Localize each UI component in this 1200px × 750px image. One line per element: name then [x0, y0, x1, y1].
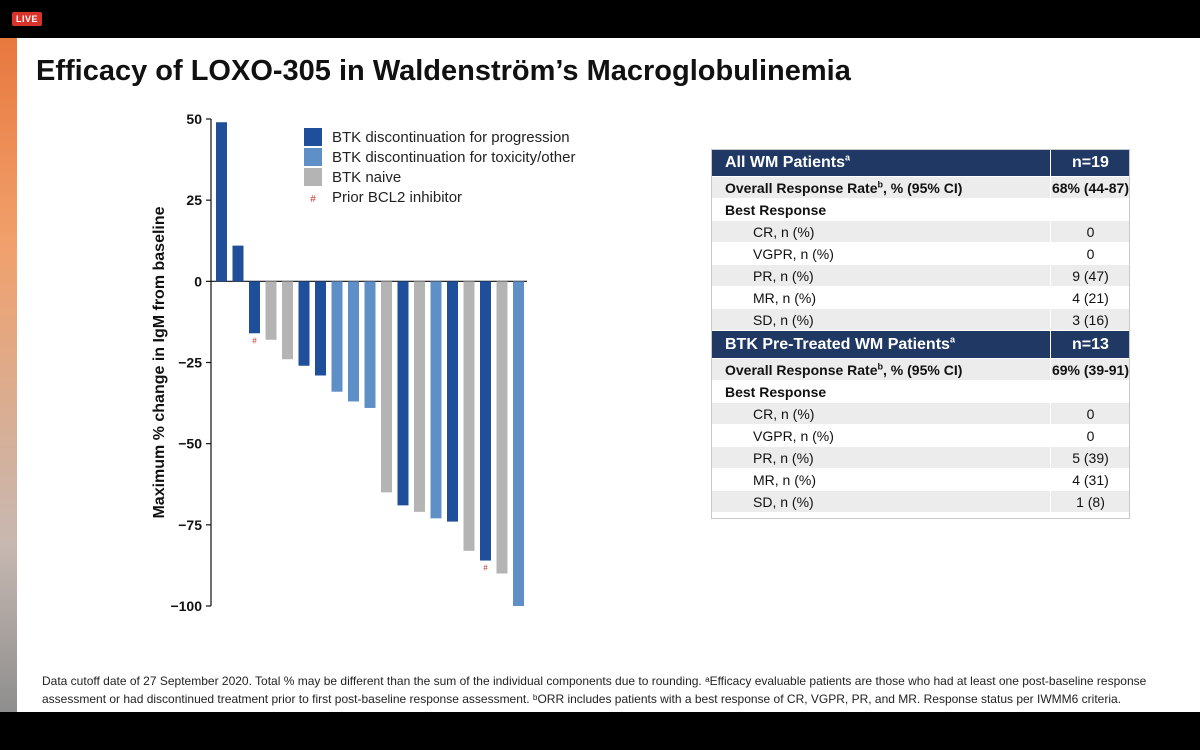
- bar-progression: [397, 281, 409, 506]
- section-n: n=13: [1050, 330, 1130, 359]
- row-label: CR, n (%): [711, 220, 1051, 243]
- y-axis-title: Maximum % change in IgM from baseline: [151, 206, 168, 518]
- row-label: SD, n (%): [711, 308, 1051, 331]
- table-row: VGPR, n (%) 0: [711, 242, 1130, 265]
- best-response-value: [1050, 380, 1130, 403]
- bcl2-marker: #: [483, 564, 488, 573]
- bar-toxicity: [364, 281, 376, 408]
- orr-value: 68% (44-87): [1050, 176, 1130, 199]
- table-row: MR, n (%) 4 (21): [711, 286, 1130, 309]
- bar-toxicity: [331, 281, 343, 392]
- row-label: SD, n (%): [711, 490, 1051, 513]
- row-label: PR, n (%): [711, 264, 1051, 287]
- table-row: VGPR, n (%) 0: [711, 424, 1130, 447]
- section-title-superscript: a: [949, 334, 955, 345]
- orr-value: 69% (39-91): [1050, 358, 1130, 381]
- row-value: 4 (21): [1050, 286, 1130, 309]
- section-n: n=19: [1050, 149, 1130, 177]
- legend-label-progression: BTK discontinuation for progression: [332, 129, 570, 146]
- table-section-header: All WM Patientsa n=19: [711, 149, 1130, 177]
- legend-label-naive: BTK naive: [332, 169, 401, 186]
- row-value: 0: [1050, 242, 1130, 265]
- y-tick-label: −75: [178, 517, 202, 533]
- waterfall-chart: 50 25 0 −25 −50 −75 −100 Maximum % change in Ig…: [151, 113, 575, 614]
- orr-row: Overall Response Rateb, % (95% CI) 69% (3…: [711, 358, 1130, 381]
- live-badge: LIVE: [12, 12, 43, 26]
- row-value: 0: [1050, 402, 1130, 425]
- orr-row: Overall Response Rateb, % (95% CI) 68% (4…: [711, 176, 1130, 199]
- row-value: 0: [1050, 220, 1130, 243]
- best-response-row: Best Response: [711, 198, 1130, 221]
- orr-label: Overall Response Rateb, % (95% CI): [711, 176, 1051, 199]
- orr-label-superscript: b: [877, 178, 884, 189]
- bar-naive: [265, 281, 277, 340]
- y-tick-label: −50: [178, 436, 202, 452]
- row-label: CR, n (%): [711, 402, 1051, 425]
- bar-progression: [447, 281, 458, 522]
- best-response-row: Best Response: [711, 380, 1130, 403]
- table-section-header: BTK Pre-Treated WM Patientsa n=13: [711, 330, 1130, 359]
- table-row: PR, n (%) 5 (39): [711, 446, 1130, 469]
- legend-bcl2-symbol: #: [310, 194, 316, 205]
- bar-naive: [496, 281, 508, 574]
- legend-swatch-toxicity: [304, 148, 322, 166]
- section-title: All WM Patientsa: [711, 149, 1051, 177]
- bcl2-marker: #: [252, 336, 257, 345]
- best-response-value: [1050, 198, 1130, 221]
- bar-naive: [282, 281, 293, 360]
- table-row: PR, n (%) 9 (47): [711, 264, 1130, 287]
- orr-label-superscript: b: [877, 360, 884, 371]
- bar-toxicity: [348, 281, 359, 402]
- table-row: CR, n (%) 0: [711, 220, 1130, 243]
- bar-progression: [232, 245, 244, 282]
- bar-naive: [381, 281, 392, 493]
- footnote: Data cutoff date of 27 September 2020. T…: [42, 674, 1147, 706]
- section-title: BTK Pre-Treated WM Patientsa: [711, 330, 1051, 359]
- row-label: VGPR, n (%): [711, 424, 1051, 447]
- y-tick-label: −100: [170, 598, 202, 614]
- row-value: 0: [1050, 424, 1130, 447]
- best-response-label: Best Response: [711, 380, 1051, 403]
- y-tick-label: 25: [186, 192, 202, 208]
- row-value: 5 (39): [1050, 446, 1130, 469]
- bar-progression: [480, 281, 491, 561]
- y-tick-label: 0: [194, 273, 202, 289]
- row-label: MR, n (%): [711, 468, 1051, 491]
- orr-label: Overall Response Rateb, % (95% CI): [711, 358, 1051, 381]
- legend-swatch-naive: [304, 168, 322, 186]
- slide-accent-stripe: [0, 38, 17, 712]
- bar-progression: [216, 122, 227, 282]
- stream-top-bar: LIVE: [0, 0, 1200, 38]
- bar-toxicity: [430, 281, 442, 519]
- legend-label-bcl2: Prior BCL2 inhibitor: [332, 189, 462, 206]
- table-row: MR, n (%) 4 (31): [711, 468, 1130, 491]
- legend-swatch-progression: [304, 128, 322, 146]
- best-response-label: Best Response: [711, 198, 1051, 221]
- presentation-slide: Efficacy of LOXO-305 in Waldenström’s Ma…: [0, 38, 1200, 712]
- bar-progression: [298, 281, 310, 366]
- response-table: All WM Patientsa n=19 Overall Response Rat…: [711, 149, 1130, 513]
- section-title-superscript: a: [845, 152, 851, 163]
- y-tick-label: −25: [178, 355, 202, 371]
- row-value: 3 (16): [1050, 308, 1130, 331]
- table-row: CR, n (%) 0: [711, 402, 1130, 425]
- row-label: VGPR, n (%): [711, 242, 1051, 265]
- bar-naive: [463, 281, 475, 551]
- bar-progression: [315, 281, 326, 376]
- row-value: 4 (31): [1050, 468, 1130, 491]
- row-value: 1 (8): [1050, 490, 1130, 513]
- row-label: MR, n (%): [711, 286, 1051, 309]
- table-row: SD, n (%) 1 (8): [711, 490, 1130, 513]
- row-label: PR, n (%): [711, 446, 1051, 469]
- bar-naive: [414, 281, 425, 512]
- y-tick-label: 50: [186, 113, 202, 127]
- bar-progression: [249, 281, 260, 334]
- legend-label-toxicity: BTK discontinuation for toxicity/other: [332, 149, 575, 166]
- bar-toxicity: [513, 281, 524, 606]
- slide-title: Efficacy of LOXO-305 in Waldenström’s Ma…: [36, 55, 851, 87]
- table-row: SD, n (%) 3 (16): [711, 308, 1130, 331]
- stream-bottom-bar: [0, 712, 1200, 750]
- row-value: 9 (47): [1050, 264, 1130, 287]
